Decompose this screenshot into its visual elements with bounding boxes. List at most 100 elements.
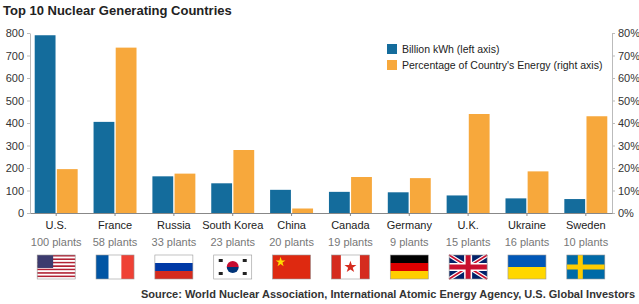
tick-mark (56, 213, 57, 216)
tick: 400 (6, 117, 30, 129)
flag-part (449, 255, 487, 279)
tick: 800 (6, 27, 30, 39)
tick-label: 700 (6, 50, 24, 62)
bar (152, 176, 173, 213)
flag-part (567, 265, 605, 270)
bar (528, 171, 549, 213)
tick: 20% (612, 162, 639, 174)
series (57, 48, 607, 213)
flag (449, 255, 487, 279)
flag-part (37, 255, 53, 268)
flag-part (219, 272, 223, 275)
flag (37, 255, 75, 279)
x-axis: U.S.FranceRussiaSouth KoreaChinaCanadaGe… (31, 213, 613, 231)
flag-part (390, 271, 428, 279)
tick-mark (612, 33, 615, 34)
source: Source: World Nuclear Association, Inter… (141, 288, 635, 300)
flag-part (390, 263, 428, 271)
bar (175, 174, 196, 213)
tick: U.K. (457, 213, 478, 231)
flag-part (449, 255, 487, 279)
tick-mark (27, 33, 30, 34)
flag-border (96, 255, 134, 279)
tick-mark (27, 168, 30, 169)
flag-part (508, 255, 546, 267)
flag (155, 255, 193, 279)
tick: 600 (6, 72, 30, 84)
flag-border (214, 255, 252, 279)
flag-part (243, 259, 247, 262)
annotation: 19 plants (328, 236, 373, 248)
flag-part (273, 255, 311, 279)
tick-label: 10% (618, 185, 639, 197)
bar (505, 198, 526, 213)
tick-mark (468, 213, 469, 216)
flag-border (508, 255, 546, 279)
flag (390, 255, 428, 279)
bar (116, 48, 137, 213)
flag-part (567, 255, 605, 279)
flag-part (449, 255, 487, 279)
tick-label: Ukraine (508, 219, 546, 231)
tick-label: 0% (618, 207, 634, 219)
annotation: 23 plants (210, 236, 255, 248)
tick: 70% (612, 50, 639, 62)
tick: Russia (157, 213, 192, 231)
tick-label: 70% (618, 50, 639, 62)
tick: Ukraine (508, 213, 546, 231)
flag-part (214, 255, 252, 279)
tick: South Korea (202, 213, 264, 231)
flag-part (276, 257, 286, 266)
tick-mark (612, 123, 615, 124)
tick-mark (115, 213, 116, 216)
flag-border (567, 255, 605, 279)
bar (57, 169, 78, 213)
bar (292, 209, 313, 214)
tick-mark (612, 191, 615, 192)
flag-border (37, 255, 75, 279)
tick-label: 50% (618, 95, 639, 107)
x-axis-line (31, 213, 613, 214)
tick-mark (585, 213, 586, 216)
tick: 50% (612, 95, 639, 107)
bar (586, 116, 607, 213)
tick-mark (526, 213, 527, 216)
tick-label: Sweden (566, 219, 606, 231)
annotation: 9 plants (390, 236, 429, 248)
bar (270, 190, 291, 213)
chart: Top 10 Nuclear Generating Countries01002… (0, 0, 639, 304)
flag-part (155, 255, 193, 263)
flag-border (390, 255, 428, 279)
flag-part (155, 271, 193, 279)
flag (508, 255, 546, 279)
tick: 40% (612, 117, 639, 129)
tick: Canada (331, 213, 370, 231)
bar (447, 195, 468, 213)
tick-label: France (98, 219, 132, 231)
flag (331, 255, 369, 279)
flag-part (155, 263, 193, 271)
tick-mark (350, 213, 351, 216)
tick-label: Russia (157, 219, 192, 231)
tick-mark (27, 123, 30, 124)
tick: 700 (6, 50, 30, 62)
tick-mark (612, 168, 615, 169)
flag-part (360, 255, 370, 279)
flag-border (449, 255, 487, 279)
flag (96, 255, 134, 279)
tick-label: 80% (618, 27, 639, 39)
bar (388, 192, 409, 213)
flag-part (449, 255, 487, 279)
bar (211, 183, 232, 213)
tick-mark (27, 56, 30, 57)
legend-swatch (387, 44, 397, 54)
tick-label: 800 (6, 27, 24, 39)
tick-mark (27, 213, 30, 214)
tick: Sweden (566, 213, 606, 231)
flag-part (449, 255, 487, 279)
flag-part (227, 267, 239, 273)
flag (214, 255, 252, 279)
legend-label: Percentage of Country's Energy (right ax… (402, 59, 602, 71)
tick-label: South Korea (202, 219, 264, 231)
annotations: 100 plants58 plants33 plants23 plants20 … (31, 236, 609, 248)
